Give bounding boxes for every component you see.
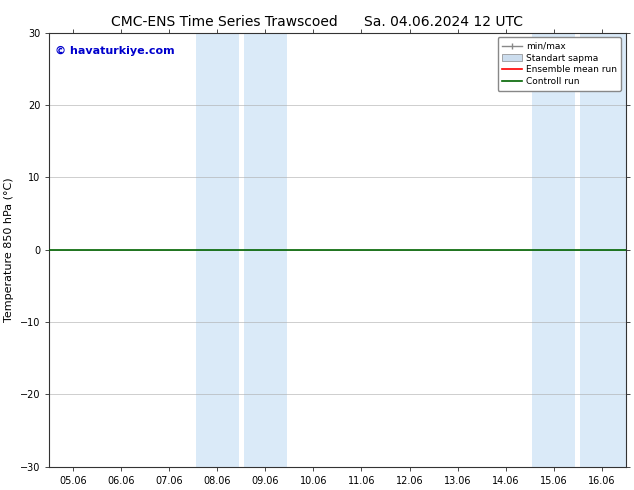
- Y-axis label: Temperature 850 hPa (°C): Temperature 850 hPa (°C): [4, 177, 14, 322]
- Bar: [580, 33, 626, 467]
- Bar: [532, 33, 575, 467]
- Text: © havaturkiye.com: © havaturkiye.com: [55, 46, 174, 56]
- Text: CMC-ENS Time Series Trawscoed      Sa. 04.06.2024 12 UTC: CMC-ENS Time Series Trawscoed Sa. 04.06.…: [111, 15, 523, 29]
- Bar: [196, 33, 239, 467]
- Bar: [244, 33, 287, 467]
- Legend: min/max, Standart sapma, Ensemble mean run, Controll run: min/max, Standart sapma, Ensemble mean r…: [498, 37, 621, 91]
